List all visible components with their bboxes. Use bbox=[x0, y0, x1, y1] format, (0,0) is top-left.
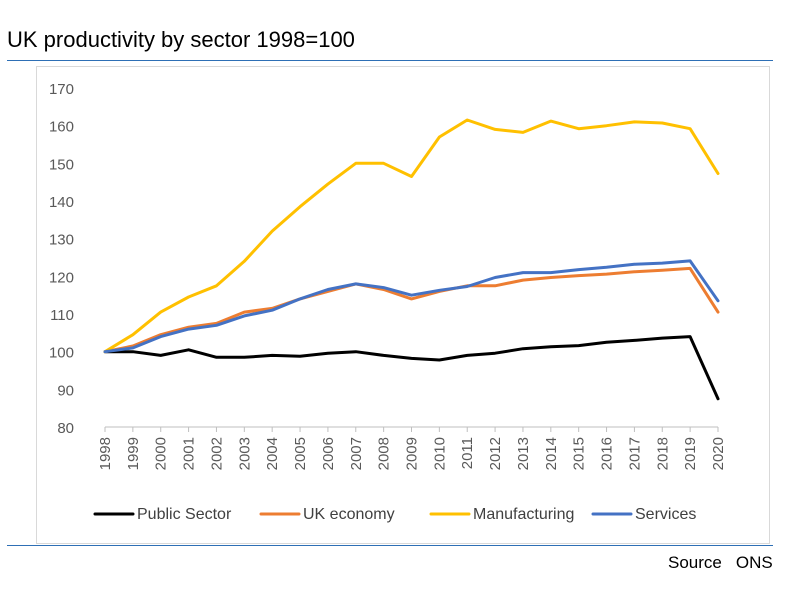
source-label: Source bbox=[668, 553, 722, 572]
legend-label-manufacturing: Manufacturing bbox=[473, 506, 574, 523]
y-tick-label: 110 bbox=[50, 307, 74, 324]
y-tick-label: 80 bbox=[57, 420, 74, 437]
source-value: ONS bbox=[735, 553, 773, 572]
x-tick-label: 2015 bbox=[571, 437, 588, 470]
x-tick-label: 2014 bbox=[543, 437, 560, 470]
x-tick-label: 2016 bbox=[599, 437, 616, 470]
x-tick-label: 2001 bbox=[181, 437, 198, 470]
series-line-uk-economy bbox=[103, 266, 720, 354]
x-axis: 1998 1999 2000 2001 2002 2003 2004 2005 2006 2007… bbox=[97, 426, 727, 470]
x-tick-label: 1999 bbox=[125, 437, 142, 470]
bottom-divider bbox=[7, 545, 773, 546]
x-tick-label: 2020 bbox=[710, 437, 727, 470]
x-tick-label: 2003 bbox=[236, 437, 253, 470]
series-line-public-sector bbox=[103, 335, 720, 401]
x-tick-label: 2017 bbox=[626, 437, 643, 470]
x-tick-label: 2005 bbox=[292, 437, 309, 470]
x-tick-label: 2002 bbox=[208, 437, 225, 470]
x-tick-label: 2011 bbox=[459, 437, 476, 469]
x-tick-label: 2004 bbox=[264, 437, 281, 470]
x-tick-label: 2000 bbox=[153, 437, 170, 470]
x-tick-label: 2007 bbox=[348, 437, 365, 470]
y-tick-label: 120 bbox=[49, 269, 74, 286]
x-tick-label: 2013 bbox=[515, 437, 532, 470]
series-line-services bbox=[103, 259, 720, 354]
y-tick-label: 130 bbox=[49, 232, 74, 249]
x-tick-label: 2008 bbox=[376, 437, 393, 470]
legend: Public Sector UK economy Manufacturing Serv… bbox=[93, 506, 696, 523]
x-tick-label: 2018 bbox=[654, 437, 671, 470]
y-axis: 80 90 100 110 120 130 140 150 160 170 bbox=[49, 81, 74, 437]
x-tick-label: 1998 bbox=[97, 437, 114, 470]
legend-label-uk-economy: UK economy bbox=[303, 506, 395, 523]
y-tick-label: 140 bbox=[49, 194, 74, 211]
y-tick-label: 150 bbox=[49, 156, 74, 173]
source-note: Source ONS bbox=[668, 553, 773, 573]
y-tick-label: 90 bbox=[57, 382, 74, 399]
series-line-manufacturing bbox=[103, 118, 720, 354]
series-lines bbox=[103, 118, 720, 401]
x-tick-label: 2010 bbox=[431, 437, 448, 470]
y-tick-label: 100 bbox=[49, 345, 74, 362]
x-tick-label: 2012 bbox=[487, 437, 504, 470]
y-tick-label: 170 bbox=[49, 81, 74, 98]
page-title: UK productivity by sector 1998=100 bbox=[7, 27, 355, 52]
top-divider bbox=[7, 60, 773, 61]
y-tick-label: 160 bbox=[49, 119, 74, 136]
x-tick-label: 2019 bbox=[682, 437, 699, 470]
x-tick-label: 2009 bbox=[404, 437, 421, 470]
x-tick-label: 2006 bbox=[320, 437, 337, 470]
legend-label-services: Services bbox=[635, 506, 696, 523]
legend-label-public-sector: Public Sector bbox=[137, 506, 232, 523]
chart-frame bbox=[36, 66, 770, 544]
